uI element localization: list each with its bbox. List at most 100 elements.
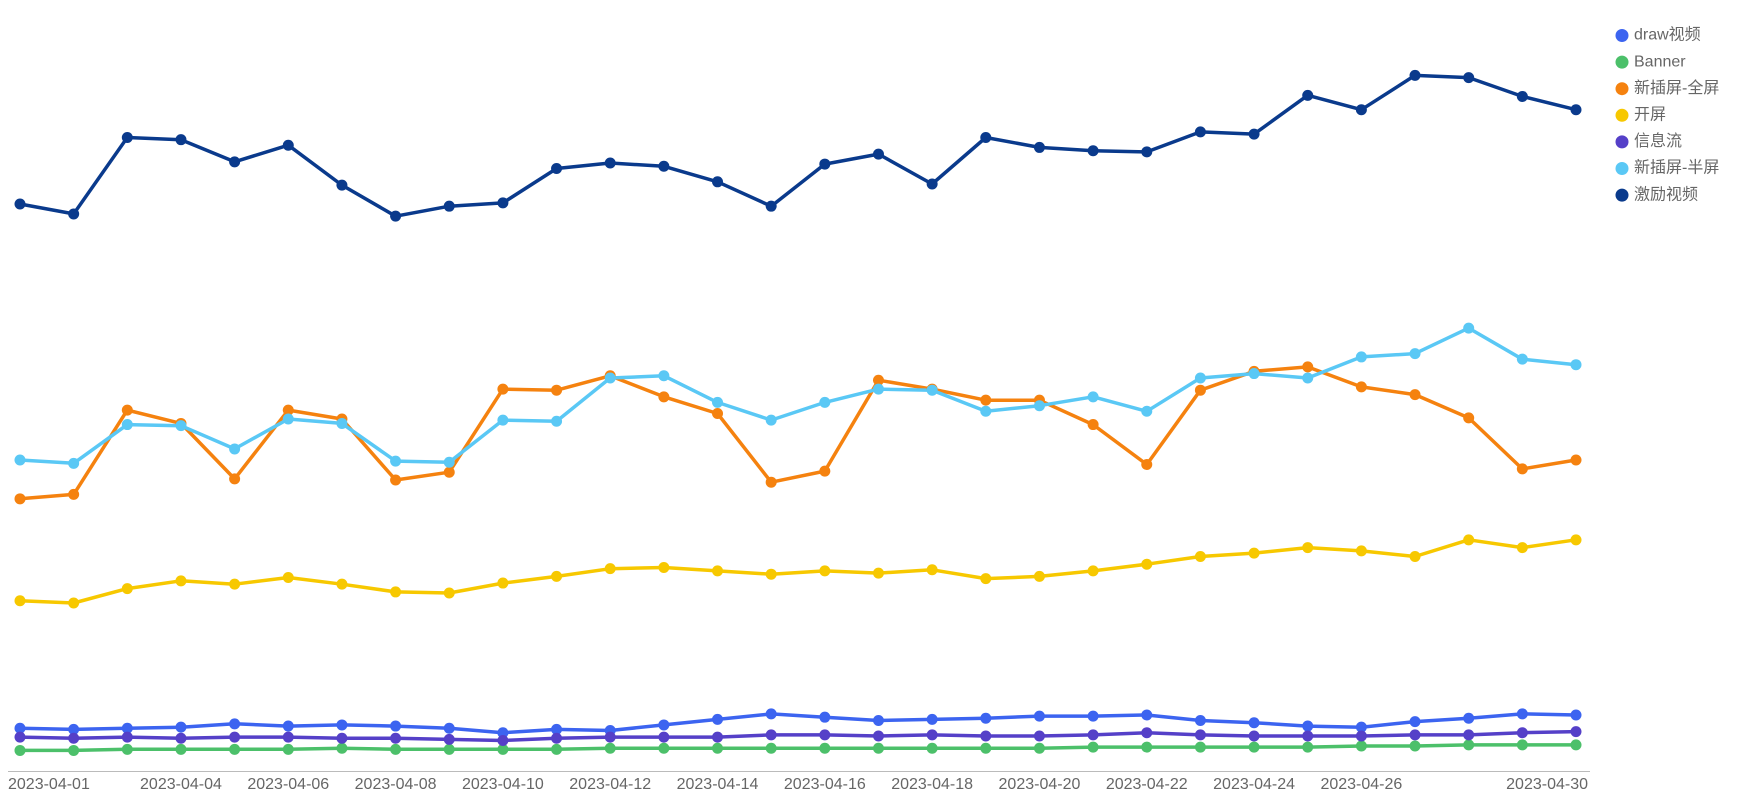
data-point (443, 456, 455, 468)
data-point (121, 722, 133, 734)
data-point (551, 570, 563, 582)
data-point (765, 708, 777, 720)
data-point (390, 474, 402, 486)
data-point (229, 731, 241, 743)
data-point (712, 731, 724, 743)
data-point (765, 414, 777, 426)
data-point (1463, 712, 1475, 724)
data-point (551, 415, 563, 427)
data-point (229, 443, 241, 455)
data-point (229, 473, 241, 485)
data-point (1302, 372, 1314, 384)
data-point (926, 713, 938, 725)
data-point (1087, 729, 1099, 741)
data-point (175, 732, 187, 744)
data-point (1570, 359, 1582, 371)
data-point (551, 162, 563, 174)
data-point (1033, 400, 1045, 412)
data-point (1194, 372, 1206, 384)
data-point (1302, 730, 1314, 742)
data-point (1409, 389, 1421, 401)
data-point (1463, 72, 1475, 84)
data-point (1355, 730, 1367, 742)
data-point (1409, 69, 1421, 81)
data-point (175, 420, 187, 432)
data-point (1087, 145, 1099, 157)
data-point (1570, 104, 1582, 116)
data-point (1033, 730, 1045, 742)
data-point (68, 723, 80, 735)
legend-label: 激励视频 (1634, 185, 1698, 203)
data-point (282, 743, 294, 755)
data-point (1141, 146, 1153, 158)
data-point (68, 488, 80, 500)
data-point (1409, 716, 1421, 728)
data-point (14, 595, 26, 607)
data-point (1302, 720, 1314, 732)
data-point (1248, 717, 1260, 729)
data-point (282, 404, 294, 416)
data-point (926, 729, 938, 741)
data-point (1355, 351, 1367, 363)
data-point (390, 455, 402, 467)
data-point (14, 722, 26, 734)
data-point (712, 396, 724, 408)
data-point (1570, 726, 1582, 738)
data-point (658, 719, 670, 731)
data-point (1302, 89, 1314, 101)
x-tick-label: 2023-04-08 (355, 776, 437, 793)
x-tick-label: 2023-04-14 (677, 776, 759, 793)
x-tick-label: 2023-04-30 (1506, 776, 1588, 793)
data-point (1516, 542, 1528, 554)
data-point (1302, 741, 1314, 753)
data-point (658, 562, 670, 574)
data-point (390, 732, 402, 744)
data-point (1355, 721, 1367, 733)
data-point (121, 731, 133, 743)
data-point (68, 208, 80, 220)
data-point (980, 405, 992, 417)
data-point (390, 720, 402, 732)
data-point (1141, 405, 1153, 417)
data-point (1409, 348, 1421, 360)
data-point (336, 732, 348, 744)
data-point (765, 200, 777, 212)
data-point (175, 721, 187, 733)
data-point (14, 454, 26, 466)
data-point (926, 384, 938, 396)
data-point (282, 139, 294, 151)
data-point (1516, 463, 1528, 475)
series-line (19, 326, 1577, 466)
data-point (819, 742, 831, 754)
legend-label: 新插屏-半屏 (1634, 159, 1719, 177)
data-point (819, 158, 831, 170)
data-point (1463, 322, 1475, 334)
x-tick-label: 2023-04-16 (784, 776, 866, 793)
data-point (1570, 709, 1582, 721)
data-point (1570, 739, 1582, 751)
data-point (14, 731, 26, 743)
data-point (551, 384, 563, 396)
data-point (443, 200, 455, 212)
data-point (819, 396, 831, 408)
data-point (1141, 727, 1153, 739)
x-tick-label: 2023-04-20 (999, 776, 1081, 793)
series-line (19, 729, 1577, 743)
data-point (765, 568, 777, 580)
data-point (497, 197, 509, 209)
data-point (1516, 90, 1528, 102)
data-point (712, 713, 724, 725)
data-point (980, 730, 992, 742)
data-point (872, 730, 884, 742)
legend-label: 新插屏-全屏 (1634, 79, 1719, 97)
x-tick-label: 2023-04-22 (1106, 776, 1188, 793)
data-point (604, 157, 616, 169)
data-point (712, 407, 724, 419)
data-point (229, 578, 241, 590)
data-point (175, 134, 187, 146)
data-point (1194, 384, 1206, 396)
x-tick-label: 2023-04-10 (462, 776, 544, 793)
data-point (14, 198, 26, 210)
data-point (658, 731, 670, 743)
